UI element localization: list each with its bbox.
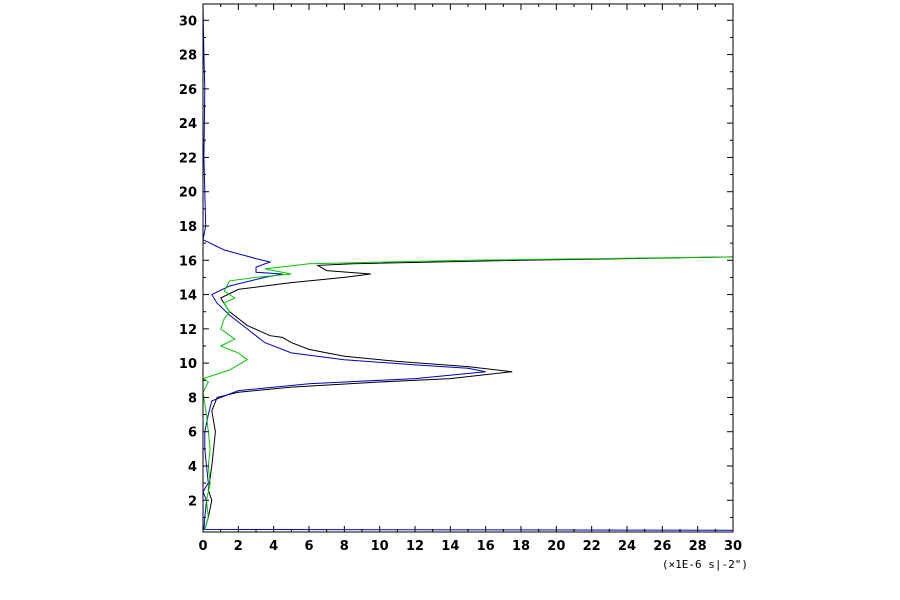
x-tick-label: 26	[653, 539, 671, 554]
y-tick-label: 28	[179, 49, 197, 64]
series-line-2	[203, 4, 733, 531]
x-tick-label: 20	[547, 539, 565, 554]
y-tick-label: 6	[188, 426, 197, 441]
x-axis-unit-label: (×1E-6 s|-2")	[662, 558, 748, 571]
x-tick-label: 12	[406, 539, 424, 554]
y-tick-label: 18	[179, 220, 197, 235]
x-tick-label: 18	[512, 539, 530, 554]
x-tick-label: 2	[234, 539, 243, 554]
x-tick-label: 4	[269, 539, 278, 554]
y-tick-label: 2	[188, 494, 197, 509]
y-tick-label: 22	[179, 151, 197, 166]
series-line-3	[203, 256, 733, 530]
y-tick-label: 30	[179, 14, 197, 29]
y-tick-label: 8	[188, 391, 197, 406]
y-tick-label: 26	[179, 83, 197, 98]
x-tick-label: 28	[689, 539, 707, 554]
x-tick-label: 22	[583, 539, 601, 554]
x-tick-label: 6	[304, 539, 313, 554]
x-tick-label: 8	[340, 539, 349, 554]
labels-layer: 0 2 4 6 8 10 12 14 16 18 20 22 24 26 28 302468101214161…	[179, 14, 742, 554]
series-line-1	[204, 256, 733, 530]
x-tick-label: 16	[477, 539, 495, 554]
x-tick-label: 0	[198, 539, 207, 554]
y-tick-label: 14	[179, 289, 197, 304]
x-tick-label: 30	[724, 539, 742, 554]
x-tick-label: 14	[441, 539, 459, 554]
y-tick-label: 20	[179, 186, 197, 201]
x-tick-label: 10	[371, 539, 389, 554]
y-tick-label: 4	[188, 460, 197, 475]
y-tick-label: 10	[179, 357, 197, 372]
series-layer	[203, 4, 733, 531]
x-tick-label: 24	[618, 539, 636, 554]
plot-frame	[202, 3, 734, 533]
y-tick-label: 16	[179, 254, 197, 269]
y-tick-label: 12	[179, 323, 197, 338]
y-tick-label: 24	[179, 117, 197, 132]
axes-layer	[202, 3, 734, 533]
